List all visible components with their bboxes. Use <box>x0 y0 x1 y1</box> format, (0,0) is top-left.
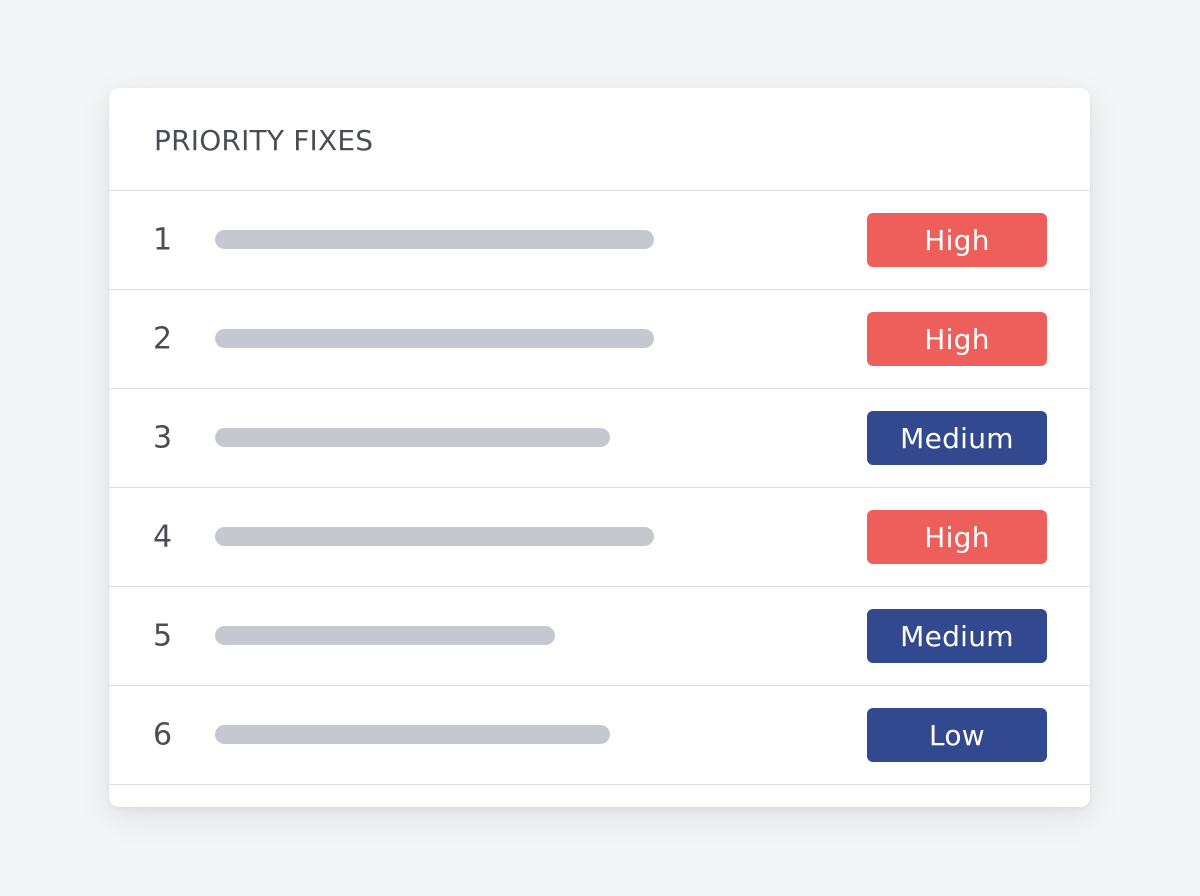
priority-badge: Medium <box>867 411 1047 465</box>
text-placeholder-bar <box>215 329 654 348</box>
priority-badge: Low <box>867 708 1047 762</box>
priority-badge: High <box>867 510 1047 564</box>
priority-badge: High <box>867 312 1047 366</box>
item-number: 6 <box>153 717 173 753</box>
fix-list: 1 High 2 High 3 Medium 4 High 5 Medium 6… <box>109 191 1090 785</box>
text-placeholder-bar <box>215 527 654 546</box>
item-number: 5 <box>153 618 173 654</box>
list-item[interactable]: 3 Medium <box>109 389 1090 488</box>
item-number: 1 <box>153 222 173 258</box>
text-placeholder-bar <box>215 230 654 249</box>
priority-badge: High <box>867 213 1047 267</box>
priority-badge: Medium <box>867 609 1047 663</box>
priority-fixes-card: PRIORITY FIXES 1 High 2 High 3 Medium 4 … <box>109 88 1090 807</box>
list-item[interactable]: 5 Medium <box>109 587 1090 686</box>
card-title: PRIORITY FIXES <box>154 123 374 157</box>
item-number: 2 <box>153 321 173 357</box>
list-item[interactable]: 2 High <box>109 290 1090 389</box>
text-placeholder-bar <box>215 725 610 744</box>
list-item[interactable]: 6 Low <box>109 686 1090 785</box>
list-item[interactable]: 1 High <box>109 191 1090 290</box>
text-placeholder-bar <box>215 428 610 447</box>
text-placeholder-bar <box>215 626 555 645</box>
list-item[interactable]: 4 High <box>109 488 1090 587</box>
item-number: 3 <box>153 420 173 456</box>
card-header: PRIORITY FIXES <box>109 88 1090 191</box>
item-number: 4 <box>153 519 173 555</box>
